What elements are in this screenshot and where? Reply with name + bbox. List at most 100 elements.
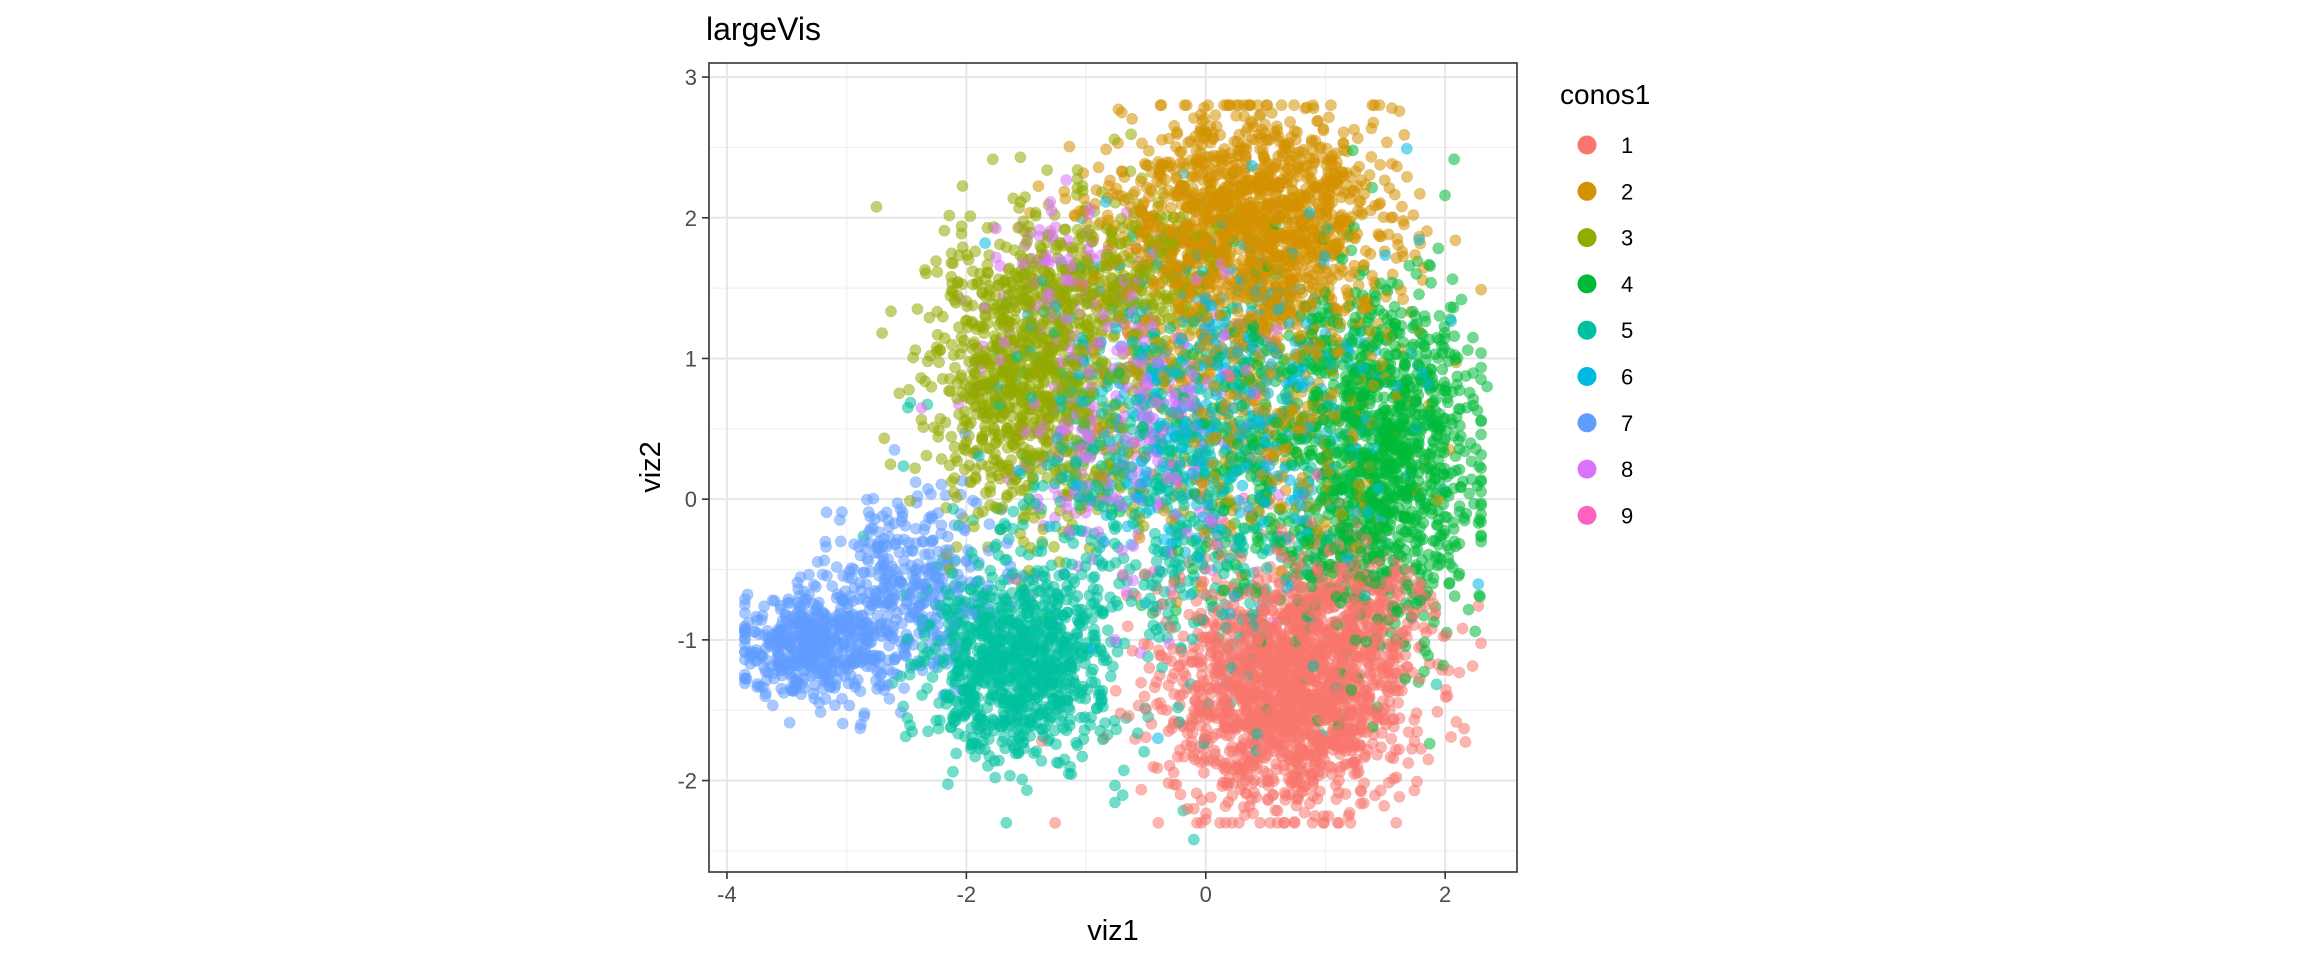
point-series-4 [1432,242,1445,255]
point-series-4 [1442,552,1455,564]
point-series-2 [1288,99,1300,112]
point-series-4 [1436,363,1449,376]
point-series-7 [792,583,805,595]
point-series-5 [1172,701,1184,714]
point-series-2 [1381,136,1393,149]
point-series-5 [989,771,1002,784]
point-series-5 [1004,769,1016,782]
point-series-3 [909,462,921,475]
point-series-3 [986,153,999,166]
point-series-6 [1152,732,1164,745]
point-series-6 [1379,249,1392,261]
point-series-3 [1014,151,1027,164]
point-series-2 [1385,157,1398,170]
point-series-3 [931,266,944,278]
point-series-2 [1365,122,1378,135]
point-series-3 [938,224,951,237]
point-series-1 [1269,804,1282,817]
point-series-5 [1102,624,1114,637]
point-series-8 [915,401,928,414]
point-series-2 [1209,109,1222,121]
point-series-2 [1449,234,1462,247]
point-series-3 [921,355,934,368]
point-series-1 [1390,816,1403,829]
point-series-3 [968,520,980,533]
point-series-1 [1402,757,1415,769]
point-series-1 [1450,716,1463,728]
point-series-3 [925,380,938,393]
point-series-1 [1422,753,1435,766]
point-series-7 [766,699,779,712]
point-series-1 [1126,644,1139,657]
point-series-1 [1214,816,1226,829]
point-series-5 [1076,750,1089,763]
point-series-7 [820,506,833,519]
point-series-4 [1425,276,1437,289]
point-series-2 [1126,113,1138,125]
point-series-2 [1366,99,1379,112]
points-layer [739,99,1493,846]
point-series-1 [1418,621,1430,634]
point-series-1 [1411,725,1424,738]
point-series-1 [1049,816,1061,829]
point-series-1 [1458,722,1470,735]
point-series-5 [947,765,959,778]
point-series-5 [1106,660,1119,673]
point-series-7 [958,522,971,535]
point-series-7 [858,707,871,719]
point-series-4 [1417,533,1429,546]
point-series-1 [1135,783,1148,796]
point-series-1 [1163,759,1176,772]
point-series-2 [1317,122,1330,135]
point-series-1 [1404,565,1416,578]
point-series-2 [1365,150,1378,163]
point-series-3 [884,458,897,471]
point-series-5 [1085,666,1098,679]
point-series-4 [1467,331,1479,344]
point-series-2 [1100,143,1112,156]
point-series-5 [1000,816,1013,829]
point-series-4 [1473,460,1485,472]
point-series-1 [1408,784,1421,797]
point-series-1 [1147,760,1160,773]
point-series-5 [1110,398,1122,410]
point-series-2 [1168,119,1181,132]
point-series-3 [1058,223,1071,236]
point-series-3 [956,180,969,192]
point-series-5 [1104,670,1117,683]
point-series-1 [1333,816,1345,829]
point-series-3 [870,200,883,213]
point-series-2 [1136,137,1148,150]
point-series-1 [1143,662,1156,674]
point-series-2 [1104,174,1116,187]
point-series-3 [948,472,961,484]
point-series-1 [1475,637,1487,650]
point-series-7 [836,717,849,730]
point-series-5 [897,460,910,472]
point-series-2 [1094,216,1107,229]
point-series-5 [1138,745,1150,758]
point-series-7 [834,535,847,548]
point-series-4 [1446,273,1459,286]
point-series-2 [1401,170,1413,183]
point-series-5 [926,671,939,683]
point-series-7 [861,493,873,506]
point-series-3 [876,327,888,339]
point-series-1 [1109,684,1122,697]
point-series-1 [1445,731,1457,743]
point-series-1 [1148,681,1161,694]
point-series-5 [950,747,963,760]
point-series-5 [1109,796,1121,809]
point-series-5 [1109,779,1121,792]
point-series-3 [984,481,996,493]
point-series-2 [1396,200,1408,213]
point-series-2 [1063,140,1076,153]
point-series-1 [1238,634,1251,647]
point-series-2 [1413,187,1426,200]
point-series-1 [1152,816,1165,829]
point-series-7 [830,561,843,573]
point-series-1 [1466,660,1479,672]
point-series-1 [1456,622,1469,635]
